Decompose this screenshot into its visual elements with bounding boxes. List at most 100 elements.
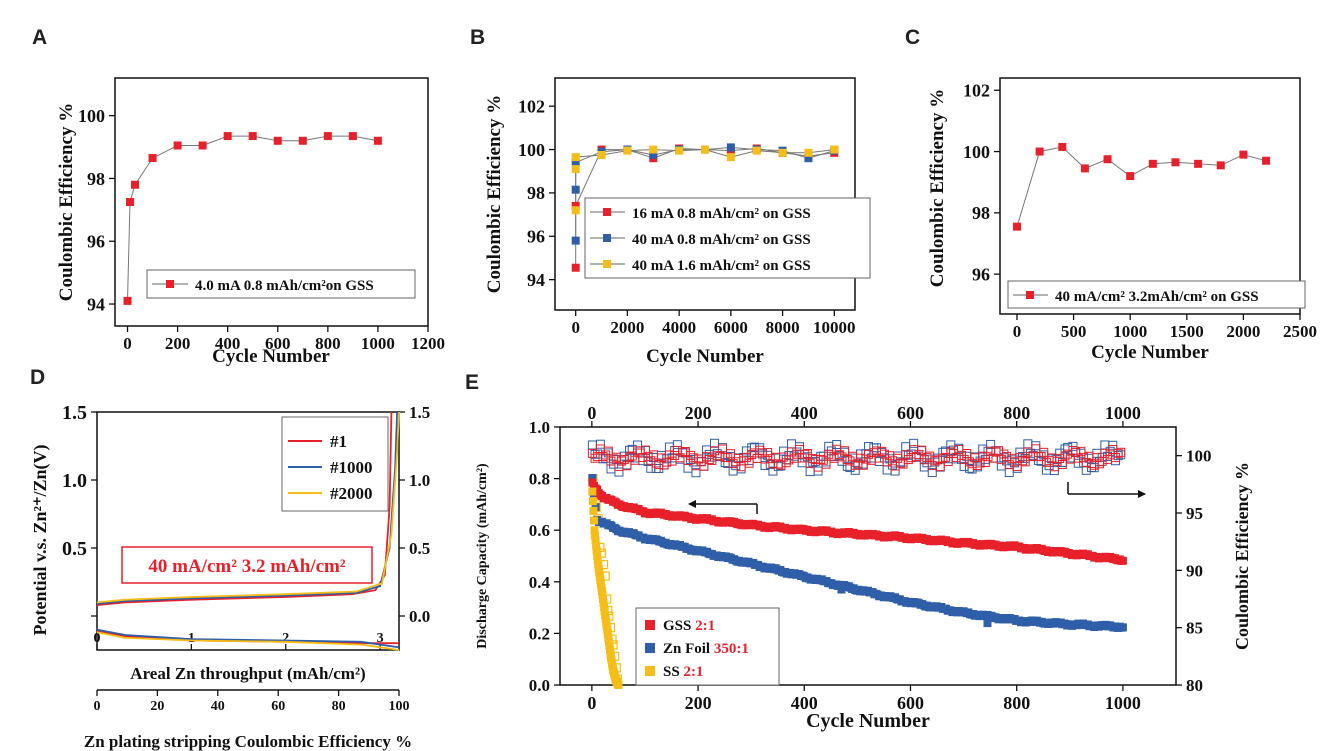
e-series-0-ce-point-59 xyxy=(744,458,754,468)
legend-c: 40 mA/cm² 3.2mAh/cm² on GSS xyxy=(1007,280,1306,309)
e-series-2-cap-point-23 xyxy=(600,607,609,616)
e-series-1-ce-point-7 xyxy=(606,464,616,474)
b-series-1-point-2 xyxy=(571,158,580,167)
e-series-2-cap-point-13 xyxy=(595,568,604,577)
b-x-tick-label-3: 6000 xyxy=(714,318,748,337)
e-series-2-cap-point-30 xyxy=(604,633,613,642)
c-series-0-point-9 xyxy=(1216,161,1225,170)
b-y-tick-label-2: 98 xyxy=(527,183,545,203)
c-series-0-point-1 xyxy=(1035,147,1044,156)
e-series-0-ce-point-146 xyxy=(975,458,985,468)
c-series-0-point-7 xyxy=(1171,158,1180,167)
b-series-2-point-6 xyxy=(675,146,684,155)
a-series-0-point-5 xyxy=(198,141,207,150)
e-series-2-cap-point-29 xyxy=(603,629,612,638)
b-series-2-point-2 xyxy=(571,153,580,162)
a-series-0-point-9 xyxy=(298,136,307,145)
legend-label-b1: 16 mA 0.8 mAh/cm² on GSS xyxy=(632,206,811,222)
e-series-2-cap-point-11 xyxy=(594,560,603,569)
legend-marker-c xyxy=(1026,291,1034,299)
panel-letter-b: B xyxy=(470,26,485,49)
e-series-0-ce-point-182 xyxy=(1071,447,1081,457)
b-series-2-point-1 xyxy=(571,165,580,174)
b-series-1-point-5 xyxy=(649,150,658,159)
e-x2-tick-label-1: 200 xyxy=(685,403,712,423)
d-series-2-discharge-curve xyxy=(96,631,400,651)
legend-marker-b1 xyxy=(603,208,611,216)
e-series-0-ce-point-28 xyxy=(662,457,672,467)
e-series-0-ce-point-29 xyxy=(664,450,674,460)
e-series-2-cap-point-5 xyxy=(591,531,600,540)
y-axis-title-d: Potential v.s. Zn²⁺/Zn(V) xyxy=(30,445,51,636)
a-series-0-point-4 xyxy=(173,141,182,150)
b-series-2-point-8 xyxy=(726,153,735,162)
e-series-0-ce-point-66 xyxy=(763,448,773,458)
e-series-0-ce-point-102 xyxy=(858,460,868,470)
c-series-0-line xyxy=(1016,146,1267,227)
a-series-0-point-8 xyxy=(273,136,282,145)
legend-label-a: 4.0 mA 0.8 mAh/cm²on GSS xyxy=(195,278,374,294)
chart-panel-d: 0 1 2 30 20 40 60 80 1000.51.01.50.00.51.01.5 Ar… xyxy=(30,402,430,751)
c-series-0-point-4 xyxy=(1103,155,1112,164)
c-y-tick-label-3: 102 xyxy=(963,81,990,101)
e-series-2-cap-point-21 xyxy=(599,598,608,607)
e-series-0-ce-point-88 xyxy=(821,459,831,469)
e-series-0-ce-point-177 xyxy=(1057,460,1067,470)
chart-panel-c: 0 500 1000 1500 2000 2500 96 98 100 102 Cycle Num… xyxy=(927,77,1317,363)
e-series-1-ce-point-128 xyxy=(927,468,937,478)
d-y2-tick-label-3: 1.5 xyxy=(409,403,430,422)
b-series-2-point-4 xyxy=(623,146,632,155)
legend-label-b3: 40 mA 1.6 mAh/cm² on GSS xyxy=(632,258,811,274)
a-series-0-point-3 xyxy=(148,154,157,163)
a-series-0-point-2 xyxy=(131,180,140,189)
e-series-2-cap-point-6 xyxy=(591,536,600,545)
legend-label-d3: #2000 xyxy=(330,484,373,503)
legend-marker-a xyxy=(166,280,174,288)
d-x2-tick-label-1: 20 xyxy=(150,699,164,714)
b-x-tick-label-5: 10000 xyxy=(813,318,856,337)
e-series-1-ce-point-183 xyxy=(1073,458,1083,468)
e-series-0-ce-point-95 xyxy=(840,446,850,456)
e-series-1-ce-point-36 xyxy=(683,463,693,473)
c-x-tick-label-1: 500 xyxy=(1061,322,1087,341)
b-y-tick-label-1: 96 xyxy=(527,227,545,247)
e-series-1-cap-point-333 xyxy=(1118,623,1127,632)
b-series-2-point-9 xyxy=(752,146,761,155)
b-series-1-point-11 xyxy=(804,154,813,163)
e-series-0-ce-point-64 xyxy=(757,448,767,458)
e-y-tick-label-3: 0.6 xyxy=(529,521,550,540)
e-series-0-ce-point-141 xyxy=(962,449,972,459)
e-series-2-cap-point-31 xyxy=(604,637,613,646)
e-series-0-ce-point-13 xyxy=(622,461,632,471)
e-series-1-ce-point-197 xyxy=(1110,456,1120,466)
d-series-1-charge-curve xyxy=(96,411,398,605)
e-x-tick-label-1: 200 xyxy=(685,693,712,713)
c-series-0-point-2 xyxy=(1058,142,1067,151)
d-x2-tick-label-3: 60 xyxy=(271,699,285,714)
d-y-tick-label-3: 1.5 xyxy=(62,402,87,424)
legend-marker-e2 xyxy=(645,643,655,653)
e-series-1-ce-point-46 xyxy=(710,438,720,448)
d-x-tick-label-3: 3 xyxy=(377,631,384,646)
e-series-0-ce-point-170 xyxy=(1039,447,1049,457)
c-x-tick-label-0: 0 xyxy=(1013,322,1022,341)
e-series-1-cap-outlier-1 xyxy=(983,619,992,628)
e-series-0-ce-point-185 xyxy=(1079,452,1089,462)
d-x2-tick-label-5: 100 xyxy=(389,699,410,714)
panel-letter-d: D xyxy=(30,366,45,389)
a-series-0-point-7 xyxy=(248,132,257,141)
e-series-1-ce-point-111 xyxy=(882,465,892,475)
e-series-1-ce-point-32 xyxy=(672,440,682,450)
b-series-2-point-7 xyxy=(701,145,709,154)
e-series-1-ce-point-88 xyxy=(821,457,831,467)
c-x-tick-label-2: 1000 xyxy=(1113,322,1147,341)
legend-label-d2: #1000 xyxy=(330,458,373,477)
e-series-0-ce-point-65 xyxy=(760,454,770,464)
b-series-1-point-1 xyxy=(571,185,580,194)
e-series-2-cap-point-7 xyxy=(592,541,601,550)
e-series-1-ce-point-10 xyxy=(614,467,624,477)
e-series-1-ce-point-121 xyxy=(909,438,919,448)
e-x-tick-label-4: 800 xyxy=(1003,693,1030,713)
e-series-1-ce-point-92 xyxy=(832,440,842,450)
e-series-0-ce-point-199 xyxy=(1116,447,1126,457)
